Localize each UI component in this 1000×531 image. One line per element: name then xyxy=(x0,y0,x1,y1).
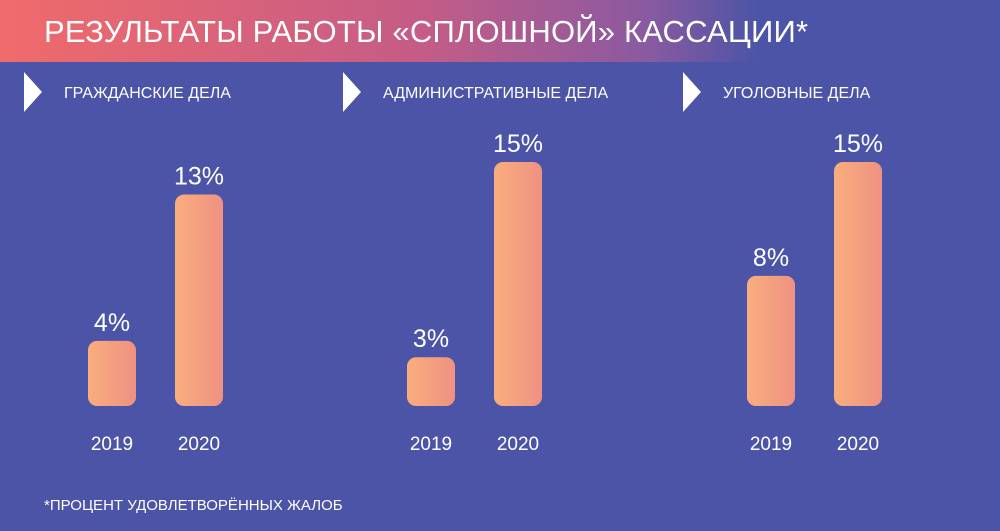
chevron-right-icon xyxy=(683,72,701,112)
chevron-right-icon xyxy=(24,72,42,112)
chart-subtitle: ГРАЖДАНСКИЕ ДЕЛА xyxy=(64,85,231,102)
x-tick-label: 2020 xyxy=(837,434,879,455)
data-label: 8% xyxy=(753,244,789,272)
bar xyxy=(88,341,136,406)
data-label: 3% xyxy=(413,325,449,353)
x-tick-label: 2019 xyxy=(91,434,133,455)
bar xyxy=(407,357,455,406)
data-label: 15% xyxy=(833,130,883,158)
chart-group: АДМИНИСТРАТИВНЫЕ ДЕЛА 3% 2019 15% 2020 xyxy=(343,72,609,455)
x-tick-label: 2020 xyxy=(497,434,539,455)
chevron-right-icon xyxy=(343,72,361,112)
bar xyxy=(834,162,882,406)
x-tick-label: 2020 xyxy=(178,434,220,455)
data-label: 13% xyxy=(174,163,224,191)
x-tick-label: 2019 xyxy=(410,434,452,455)
data-label: 15% xyxy=(493,130,543,158)
x-tick-label: 2019 xyxy=(750,434,792,455)
bar xyxy=(175,195,223,406)
chart-subtitle: УГОЛОВНЫЕ ДЕЛА xyxy=(723,85,871,102)
footnote: *ПРОЦЕНТ УДОВЛЕТВОРЁННЫХ ЖАЛОБ xyxy=(44,497,343,515)
bar xyxy=(747,276,795,406)
chart-group: УГОЛОВНЫЕ ДЕЛА 8% 2019 15% 2020 xyxy=(683,72,883,455)
chart-group: ГРАЖДАНСКИЕ ДЕЛА 4% 2019 13% 2020 xyxy=(24,72,231,455)
bar xyxy=(494,162,542,406)
chart-subtitle: АДМИНИСТРАТИВНЫЕ ДЕЛА xyxy=(383,85,609,102)
data-label: 4% xyxy=(94,309,130,337)
